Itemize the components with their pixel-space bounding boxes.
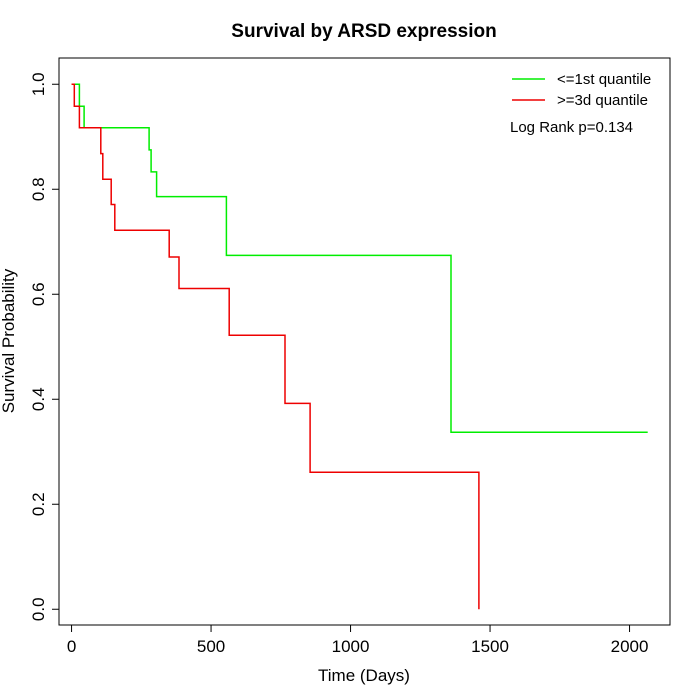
x-tick-label: 1000 (332, 637, 370, 656)
y-tick-label: 0.2 (29, 492, 48, 516)
y-tick-label: 0.0 (29, 597, 48, 621)
series-line-2 (71, 83, 480, 610)
series-line-1 (71, 83, 648, 434)
y-tick-label: 1.0 (29, 72, 48, 96)
x-tick-label: 500 (197, 637, 225, 656)
log-rank-annotation: Log Rank p=0.134 (510, 119, 633, 136)
series-layer (71, 83, 648, 610)
x-tick-label: 2000 (611, 637, 649, 656)
y-tick-label: 0.4 (29, 387, 48, 411)
legend-label-1: <=1st quantile (557, 71, 651, 88)
plot-frame (58, 57, 671, 626)
x-axis: 0 500 1000 1500 2000 (67, 624, 649, 656)
x-tick-label: 1500 (471, 637, 509, 656)
legend: <=1st quantile >=3d quantile (512, 71, 651, 109)
y-axis-label: Survival Probability (0, 268, 18, 413)
x-axis-label: Time (Days) (318, 666, 410, 685)
y-tick-label: 0.8 (29, 177, 48, 201)
y-tick-label: 0.6 (29, 282, 48, 306)
x-tick-label: 0 (67, 637, 76, 656)
y-axis: 0.0 0.2 0.4 0.6 0.8 1.0 (29, 72, 60, 621)
legend-label-2: >=3d quantile (557, 92, 648, 109)
chart-title: Survival by ARSD expression (231, 21, 496, 42)
